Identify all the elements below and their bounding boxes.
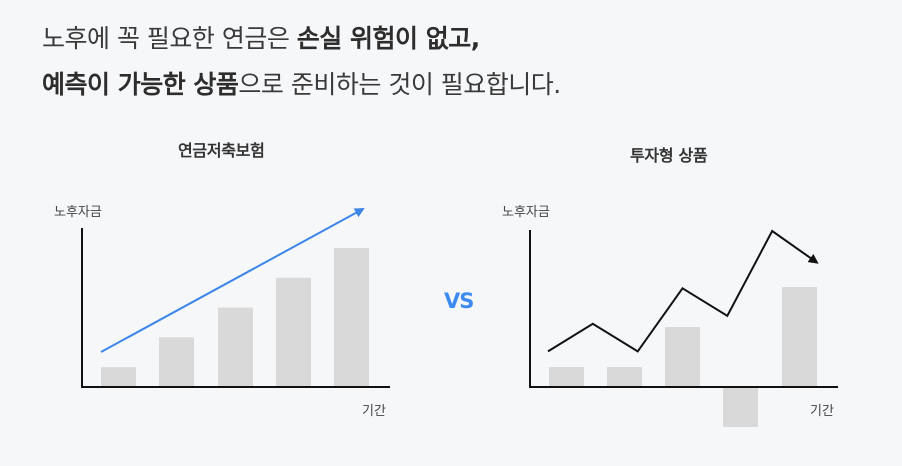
headline-line-1: 노후에 꼭 필요한 연금은 손실 위험이 없고, bbox=[42, 16, 561, 62]
bar bbox=[723, 387, 758, 427]
headline: 노후에 꼭 필요한 연금은 손실 위험이 없고, 예측이 가능한 상품으로 준비… bbox=[42, 16, 561, 108]
x-axis-label-left: 기간 bbox=[362, 404, 386, 419]
bar bbox=[334, 248, 369, 387]
bar bbox=[665, 327, 700, 387]
bar bbox=[276, 277, 311, 387]
headline-line-1-emphasis: 손실 위험이 없고, bbox=[296, 24, 480, 53]
bar bbox=[782, 287, 817, 387]
x-axis-label-right: 기간 bbox=[810, 404, 834, 419]
headline-line-2: 예측이 가능한 상품으로 준비하는 것이 필요합니다. bbox=[42, 62, 561, 108]
bar bbox=[607, 367, 642, 387]
headline-line-1-text: 노후에 꼭 필요한 연금은 bbox=[42, 24, 297, 53]
headline-line-2-emphasis: 예측이 가능한 상품 bbox=[42, 70, 239, 99]
chart-title-pension-savings: 연금저축보험 bbox=[178, 141, 265, 160]
vs-label: VS bbox=[444, 289, 474, 313]
bar bbox=[101, 367, 136, 387]
y-axis-label-right: 노후자금 bbox=[502, 205, 550, 220]
bar bbox=[159, 337, 194, 387]
headline-line-2-text: 으로 준비하는 것이 필요합니다. bbox=[238, 70, 561, 99]
bar bbox=[549, 367, 584, 387]
chart-title-investment-product: 투자형 상품 bbox=[630, 146, 708, 165]
bar bbox=[218, 307, 253, 387]
y-axis-label-left: 노후자금 bbox=[54, 205, 102, 220]
trend-arrow bbox=[100, 208, 365, 353]
trend-line bbox=[547, 229, 819, 353]
